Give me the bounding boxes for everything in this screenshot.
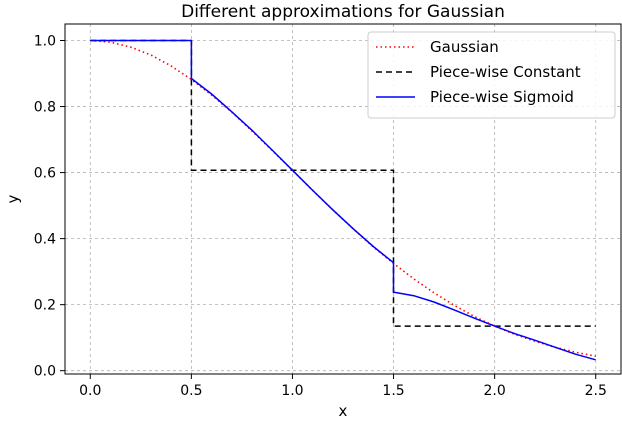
ticks: 0.0 0.5 1.0 1.5 2.0 2.5 0.0 0.2 0.4 0.6 0.8 1.0 (34, 34, 607, 399)
plot-area-frame (64, 23, 622, 375)
y-tick-label: 1.0 (34, 34, 56, 50)
x-tick-label: 0.0 (79, 383, 101, 399)
legend-box (367, 31, 616, 119)
series-group (90, 39, 596, 361)
legend-label: Piece-wise Sigmoid (430, 88, 574, 106)
y-tick-label: 0.0 (34, 364, 56, 380)
y-axis-label: y (4, 194, 22, 203)
x-tick-label: 1.0 (281, 383, 303, 399)
legend-label: Gaussian (430, 38, 499, 56)
x-tick-label: 2.5 (585, 383, 607, 399)
y-tick-label: 0.6 (34, 166, 56, 182)
x-tick-label: 2.0 (484, 383, 506, 399)
series-line-piece-wise-sigmoid (90, 39, 596, 361)
x-tick-label: 1.5 (382, 383, 404, 399)
chart-title: Different approximations for Gaussian (181, 2, 505, 22)
x-axis-label: x (339, 402, 348, 420)
y-tick-label: 0.4 (34, 232, 56, 248)
y-tick-label: 0.8 (34, 100, 56, 116)
y-tick-label: 0.2 (34, 298, 56, 314)
legend: Gaussian Piece-wise Constant Piece-wise Si… (367, 31, 616, 119)
x-tick-label: 0.5 (180, 383, 202, 399)
legend-label: Piece-wise Constant (430, 63, 581, 81)
